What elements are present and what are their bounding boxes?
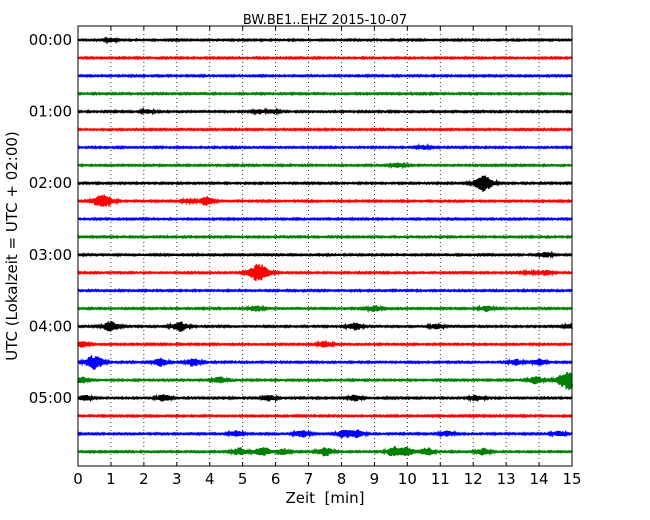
plot-frame [77, 25, 573, 467]
x-tick-label: 5 [238, 470, 248, 488]
trace-row [77, 194, 573, 207]
trace-row [77, 36, 573, 45]
trace-line [77, 175, 573, 192]
trace-line [77, 234, 573, 240]
trace-line [77, 393, 573, 403]
trace-row [77, 355, 573, 370]
trace-line [77, 91, 573, 97]
x-tick-label: 4 [205, 470, 215, 488]
y-tick-label: 03:00 [29, 246, 72, 264]
trace-line [77, 142, 573, 152]
trace-row [77, 250, 573, 260]
trace-row [77, 288, 573, 294]
x-tick-label: 0 [73, 470, 83, 488]
trace-line [77, 161, 573, 170]
trace-line [77, 127, 573, 132]
trace-line [77, 445, 573, 457]
trace-row [77, 106, 573, 117]
trace-line [77, 429, 573, 439]
trace-line [77, 216, 573, 222]
seismic-traces [77, 36, 573, 457]
trace-row [77, 339, 573, 349]
x-axis-ticks: 0 1 2 3 4 5 6 7 8 9 10 11 12 13 14 15 [73, 26, 582, 488]
x-tick-label: 14 [530, 470, 549, 488]
trace-row [77, 372, 573, 391]
trace-row [77, 127, 573, 132]
trace-line [77, 55, 573, 61]
trace-row [77, 320, 573, 332]
y-axis-ticks: 00:00 01:00 02:00 03:00 04:00 05:00 [29, 31, 572, 407]
trace-line [77, 73, 573, 79]
trace-row [77, 91, 573, 97]
trace-line [77, 250, 573, 260]
vertical-grid-lines [110, 26, 540, 466]
trace-row [77, 264, 573, 281]
x-tick-label: 12 [464, 470, 483, 488]
x-tick-label: 1 [106, 470, 116, 488]
x-tick-label: 3 [172, 470, 182, 488]
y-tick-label: 01:00 [29, 103, 72, 121]
trace-row [77, 216, 573, 222]
trace-line [77, 264, 573, 281]
x-tick-label: 9 [370, 470, 380, 488]
trace-row [77, 234, 573, 240]
trace-row [77, 55, 573, 61]
x-tick-label: 2 [139, 470, 149, 488]
x-tick-label: 10 [398, 470, 417, 488]
trace-line [77, 106, 573, 117]
x-tick-label: 15 [562, 470, 581, 488]
y-tick-label: 02:00 [29, 174, 72, 192]
chart-title: BW.BE1..EHZ 2015-10-07 [243, 13, 407, 28]
trace-row [77, 73, 573, 79]
trace-line [77, 194, 573, 207]
trace-line [77, 413, 573, 419]
x-tick-label: 6 [271, 470, 281, 488]
y-tick-label: 05:00 [29, 389, 72, 407]
trace-line [77, 355, 573, 370]
y-axis-label: UTC (Lokalzeit = UTC + 02:00) [3, 131, 21, 361]
y-tick-label: 04:00 [29, 317, 72, 335]
trace-row [77, 161, 573, 170]
x-tick-label: 7 [304, 470, 314, 488]
trace-row [77, 175, 573, 192]
x-tick-label: 11 [431, 470, 450, 488]
trace-row [77, 304, 573, 313]
trace-line [77, 339, 573, 349]
x-tick-label: 13 [497, 470, 516, 488]
x-axis-label: Zeit [min] [285, 489, 364, 507]
y-tick-label: 00:00 [29, 31, 72, 49]
trace-line [77, 320, 573, 332]
trace-row [77, 413, 573, 419]
trace-row [77, 393, 573, 403]
trace-row [77, 445, 573, 457]
trace-line [77, 36, 573, 45]
x-tick-label: 8 [337, 470, 347, 488]
trace-line [77, 288, 573, 294]
trace-row [77, 429, 573, 439]
trace-row [77, 142, 573, 152]
trace-line [77, 372, 573, 391]
trace-line [77, 304, 573, 313]
